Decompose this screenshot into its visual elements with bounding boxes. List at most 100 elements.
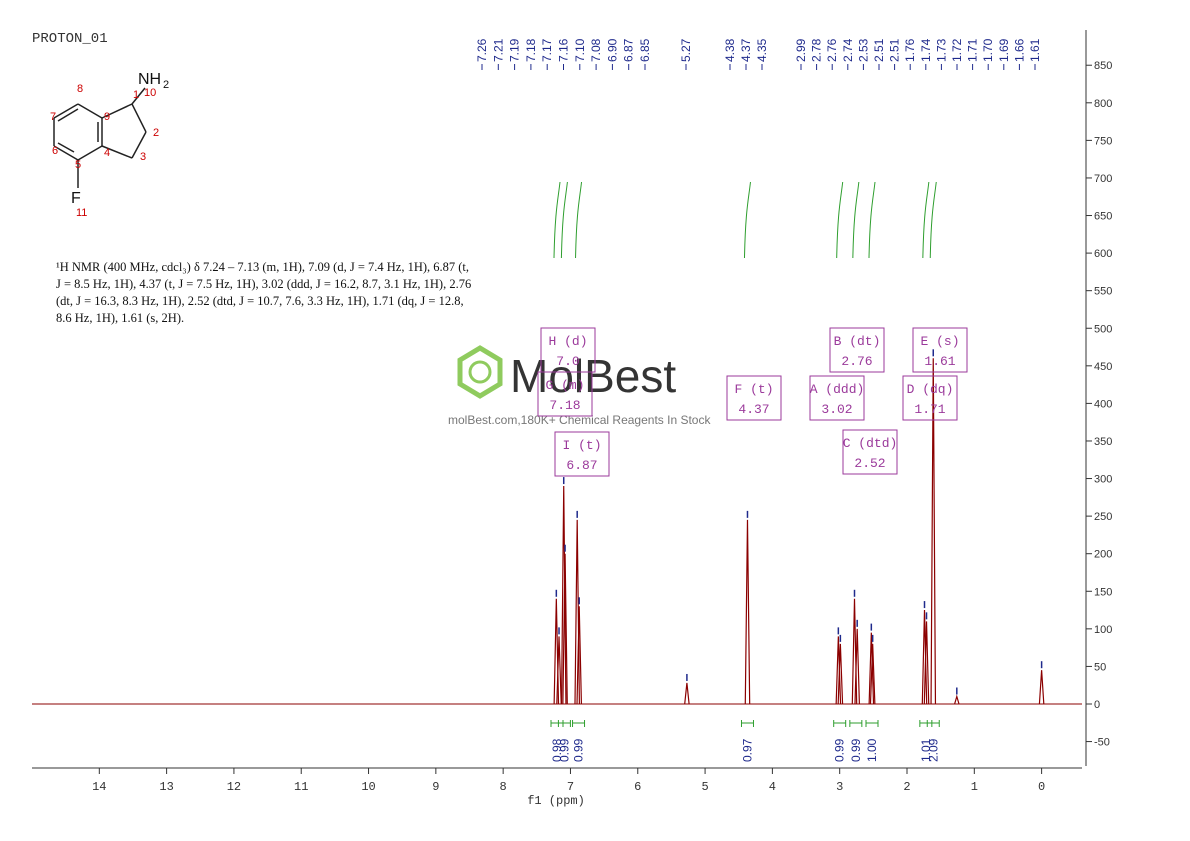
multiplet-label: E (s) — [920, 334, 959, 349]
x-tick-label: 10 — [361, 780, 375, 794]
multiplet-value: 1.61 — [924, 354, 955, 369]
integral-value: 0.99 — [849, 738, 863, 762]
spectrum-peak — [556, 636, 562, 705]
x-tick-label: 2 — [903, 780, 910, 794]
multiplet-box — [726, 375, 782, 421]
y-tick-label: 50 — [1094, 661, 1106, 673]
x-tick-label: 14 — [92, 780, 106, 794]
x-tick-label: 7 — [567, 780, 574, 794]
integral-curve — [929, 181, 937, 259]
peak-label: 1.66 — [1012, 38, 1026, 62]
multiplet-box — [842, 429, 898, 475]
integral-value: 0.98 — [550, 738, 564, 762]
y-tick-label: 550 — [1094, 286, 1112, 298]
multiplet-value: 1.71 — [914, 402, 945, 417]
x-tick-label: 9 — [432, 780, 439, 794]
atom-number: 2 — [153, 127, 159, 139]
peak-label: 7.08 — [589, 38, 603, 62]
multiplet-label: C (dtd) — [843, 436, 898, 451]
peak-label: 4.37 — [739, 38, 753, 62]
spectrum-title: PROTON_01 — [32, 31, 108, 47]
y-tick-label: 850 — [1094, 60, 1112, 72]
x-tick-label: 6 — [634, 780, 641, 794]
peak-label: 1.69 — [997, 38, 1011, 62]
fluorine-label: F — [71, 190, 81, 207]
spectrum-peak — [835, 636, 842, 705]
y-tick-label: 300 — [1094, 474, 1112, 486]
multiplet-box — [829, 327, 885, 373]
hexagon-logo-icon — [457, 345, 503, 399]
spectrum-peak — [744, 519, 751, 705]
multiplet-label: F (t) — [734, 382, 773, 397]
x-tick-label: 4 — [769, 780, 776, 794]
spectrum-peak — [1038, 670, 1045, 705]
peak-label: 2.51 — [888, 38, 902, 62]
integral-curve — [553, 181, 561, 259]
spectrum-peak — [954, 694, 960, 705]
y-tick-label: 100 — [1094, 624, 1112, 636]
y-tick-label: 400 — [1094, 398, 1112, 410]
peak-label: 4.35 — [755, 38, 769, 62]
multiplet-value: 3.02 — [821, 402, 852, 417]
integral-value: 0.99 — [572, 738, 586, 762]
multiplet-value: 2.76 — [841, 354, 872, 369]
spectrum-peak — [869, 643, 876, 705]
multiplet-label: D (dq) — [907, 382, 954, 397]
x-tick-label: 13 — [159, 780, 173, 794]
x-tick-label: 0 — [1038, 780, 1045, 794]
atom-number: 11 — [76, 207, 87, 219]
peak-label: 1.74 — [919, 38, 933, 62]
multiplet-label: B (dt) — [834, 334, 881, 349]
spectrum-peak — [868, 632, 875, 705]
peak-label: 6.90 — [605, 38, 619, 62]
y-tick-label: 150 — [1094, 586, 1112, 598]
multiplet-value: 7.0 — [556, 354, 579, 369]
spectrum-peak — [684, 682, 690, 705]
integral-curve — [743, 181, 751, 259]
integral-value: 1.00 — [865, 738, 879, 762]
multiplet-box — [809, 375, 865, 421]
multiplet-box — [902, 375, 958, 421]
spectrum-peak — [837, 643, 844, 705]
y-tick-label: 200 — [1094, 549, 1112, 561]
spectrum-peak — [921, 610, 928, 705]
spectrum-peak — [576, 606, 583, 705]
integral-curve — [922, 181, 930, 259]
multiplet-label: A (ddd) — [810, 382, 865, 397]
integral-curve — [868, 181, 876, 259]
y-tick-label: 700 — [1094, 173, 1112, 185]
spectrum-peak — [930, 358, 937, 705]
integral-curve — [575, 181, 583, 259]
multiplet-value: 7.18 — [549, 398, 580, 413]
atom-number: 6 — [52, 145, 58, 157]
peak-label: 1.70 — [981, 38, 995, 62]
peak-label: 7.16 — [557, 38, 571, 62]
atom-number: 5 — [75, 159, 81, 171]
y-tick-label: 750 — [1094, 135, 1112, 147]
peak-label: 7.17 — [540, 38, 554, 62]
atom-number: 1 — [133, 89, 139, 101]
amine-subscript: 2 — [163, 79, 169, 91]
multiplet-label: I (t) — [562, 438, 601, 453]
peak-label: 1.73 — [934, 38, 948, 62]
atom-number: 3 — [140, 151, 146, 163]
y-tick-label: 0 — [1094, 699, 1100, 711]
x-tick-label: 5 — [701, 780, 708, 794]
molecule-structure — [53, 87, 147, 188]
atom-number: 10 — [144, 87, 156, 99]
peak-label: 2.74 — [841, 38, 855, 62]
atom-number: 8 — [77, 83, 83, 95]
peak-label: 4.38 — [723, 38, 737, 62]
y-tick-label: 800 — [1094, 98, 1112, 110]
x-tick-label: 1 — [971, 780, 978, 794]
multiplet-box — [554, 431, 610, 477]
multiplet-box — [537, 371, 593, 417]
integral-value: 0.99 — [557, 738, 571, 762]
atom-number: 7 — [50, 111, 56, 123]
x-tick-label: 8 — [500, 780, 507, 794]
peak-label: 7.10 — [573, 38, 587, 62]
multiplet-label: G (m) — [545, 378, 584, 393]
x-tick-label: 11 — [294, 780, 308, 794]
y-tick-label: 500 — [1094, 323, 1112, 335]
